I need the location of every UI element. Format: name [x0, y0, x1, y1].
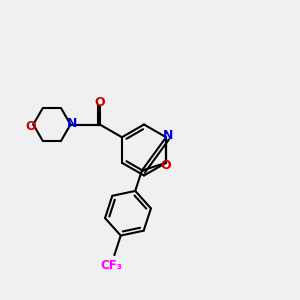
Text: O: O: [26, 119, 36, 133]
Text: N: N: [162, 129, 173, 142]
Text: CF₃: CF₃: [100, 259, 122, 272]
Text: O: O: [161, 159, 171, 172]
Text: O: O: [94, 96, 105, 109]
Text: N: N: [67, 116, 77, 130]
